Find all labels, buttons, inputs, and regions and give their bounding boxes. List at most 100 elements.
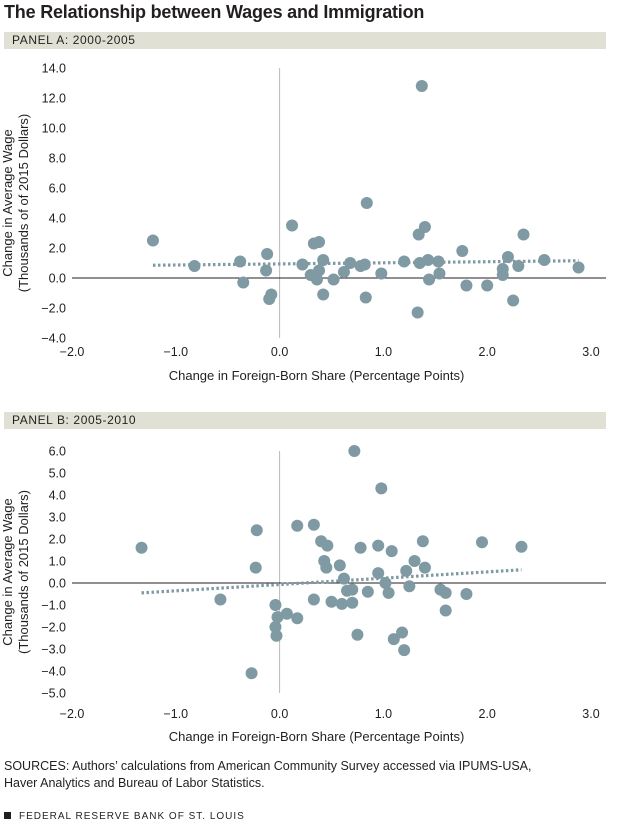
data-point	[358, 258, 371, 271]
data-point	[188, 260, 201, 272]
data-point	[411, 306, 424, 319]
y-tick-label: 6.0	[49, 182, 66, 196]
data-point	[269, 621, 282, 633]
data-point	[439, 604, 452, 617]
data-point	[375, 482, 388, 495]
y-tick-label: −3.0	[41, 643, 66, 657]
footer: FEDERAL RESERVE BANK OF ST. LOUIS	[4, 811, 245, 822]
data-point	[348, 445, 361, 457]
sources-line-1: SOURCES: Authors’ calculations from Amer…	[4, 759, 532, 773]
data-point	[310, 273, 323, 286]
data-point	[135, 541, 148, 554]
y-tick-label: 0.0	[49, 272, 66, 286]
data-point	[507, 294, 520, 307]
data-point	[496, 263, 509, 275]
data-point	[379, 577, 392, 589]
data-point	[245, 667, 258, 680]
data-point	[382, 586, 395, 599]
y-axis-title-line-1: Change in Average Wage	[0, 129, 15, 276]
data-point	[375, 267, 388, 280]
data-point	[422, 254, 435, 266]
data-point	[439, 586, 452, 599]
data-point	[387, 633, 400, 646]
data-point	[296, 258, 309, 271]
x-tick-label: 2.0	[479, 345, 496, 359]
y-tick-label: 10.0	[42, 122, 66, 136]
y-tick-label: −4.0	[41, 665, 66, 679]
data-point	[512, 260, 525, 272]
panel-a-header: PANEL A: 2000-2005	[4, 32, 606, 49]
data-point	[360, 197, 373, 209]
data-point	[538, 254, 551, 266]
data-point	[432, 255, 445, 268]
x-axis-title: Change in Foreign-Born Share (Percentage…	[169, 368, 465, 383]
data-point	[433, 267, 446, 280]
data-point	[325, 595, 338, 608]
data-point	[515, 540, 528, 553]
y-axis-title-line-2: (Thousands of of 2015 Dollars)	[16, 114, 31, 292]
data-point	[214, 593, 227, 606]
trend-line	[152, 259, 579, 267]
data-point	[146, 234, 159, 247]
panel-b-label: PANEL B: 2005-2010	[12, 413, 137, 427]
data-point	[481, 279, 494, 292]
y-tick-label: 8.0	[49, 152, 66, 166]
data-point	[237, 276, 250, 289]
data-point	[346, 596, 359, 609]
y-tick-label: −5.0	[41, 687, 66, 701]
data-point	[456, 245, 469, 257]
data-point	[460, 588, 473, 600]
sources-note: SOURCES: Authors’ calculations from Amer…	[4, 758, 614, 792]
panel-a-label: PANEL A: 2000-2005	[12, 33, 136, 47]
y-tick-label: −4.0	[41, 332, 66, 346]
data-point	[265, 288, 278, 301]
data-point	[385, 545, 398, 558]
data-point	[280, 607, 293, 620]
x-tick-label: −2.0	[60, 707, 85, 721]
data-point	[416, 535, 429, 548]
data-point	[291, 519, 304, 532]
y-tick-label: −2.0	[41, 621, 66, 635]
data-point	[415, 80, 428, 92]
y-tick-label: 6.0	[49, 445, 66, 459]
data-point	[501, 251, 514, 263]
x-tick-label: −2.0	[60, 345, 85, 359]
x-tick-label: 3.0	[582, 345, 599, 359]
data-point	[372, 539, 385, 552]
data-point	[249, 561, 262, 574]
data-point	[269, 599, 282, 611]
data-point	[327, 273, 340, 286]
data-point	[476, 536, 489, 549]
data-point	[398, 644, 411, 657]
y-tick-label: 1.0	[49, 555, 66, 569]
data-point	[418, 561, 431, 574]
x-tick-label: 1.0	[375, 707, 392, 721]
data-point	[408, 555, 421, 567]
trend-line	[141, 568, 522, 595]
data-point	[286, 219, 299, 232]
data-point	[400, 564, 413, 577]
y-tick-label: 12.0	[42, 92, 66, 106]
data-point	[337, 572, 350, 585]
y-tick-label: 3.0	[49, 511, 66, 525]
y-tick-label: 2.0	[49, 242, 66, 256]
data-point	[346, 583, 359, 596]
y-tick-label: 2.0	[49, 533, 66, 547]
panel-b-header: PANEL B: 2005-2010	[4, 412, 606, 429]
data-point	[321, 539, 334, 552]
data-point	[351, 628, 364, 641]
data-point	[270, 629, 283, 642]
data-point	[313, 236, 326, 248]
x-axis-title: Change in Foreign-Born Share (Percentage…	[169, 729, 465, 744]
y-tick-label: −1.0	[41, 599, 66, 613]
panel-a-scatter-plot: 14.012.010.08.06.04.02.00.0−2.0−4.0−2.0−…	[0, 62, 606, 383]
data-point	[403, 580, 416, 593]
data-point	[372, 567, 385, 580]
data-point	[359, 291, 372, 304]
x-tick-label: 2.0	[479, 707, 496, 721]
data-point	[517, 228, 530, 241]
data-point	[396, 626, 409, 639]
x-tick-label: 0.0	[271, 707, 288, 721]
data-point	[271, 611, 284, 624]
y-axis-title-line-2: (Thousands of 2015 Dollars)	[16, 490, 31, 654]
